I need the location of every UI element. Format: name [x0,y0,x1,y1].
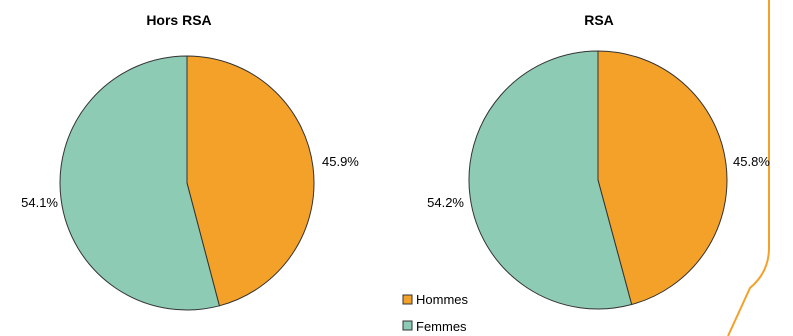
pie-slice-hommes [597,50,728,306]
legend-label-femmes: Femmes [416,319,467,334]
pie-slices [468,50,728,310]
legend-label-hommes: Hommes [416,292,469,307]
legend-swatch-hommes [402,294,413,305]
slice-label-femmes: 54.2% [427,195,464,210]
legend-swatch-femmes [402,320,413,331]
pie-chart-hors-rsa: Hors RSA 45.9% 54.1% [21,12,359,311]
pie-slices [59,55,315,311]
frame-border [727,0,770,336]
legend: Hommes Femmes [402,292,469,334]
slice-label-hommes: 45.9% [322,154,359,169]
slice-label-femmes: 54.1% [21,195,58,210]
pie-slice-hommes [186,55,315,307]
pie-chart-rsa: RSA 45.8% 54.2% [427,12,770,310]
slice-label-hommes: 45.8% [733,154,770,169]
chart-title: RSA [584,12,614,28]
pie-slice-femmes [468,50,633,310]
chart-title: Hors RSA [146,12,211,28]
pie-slice-femmes [59,55,220,311]
